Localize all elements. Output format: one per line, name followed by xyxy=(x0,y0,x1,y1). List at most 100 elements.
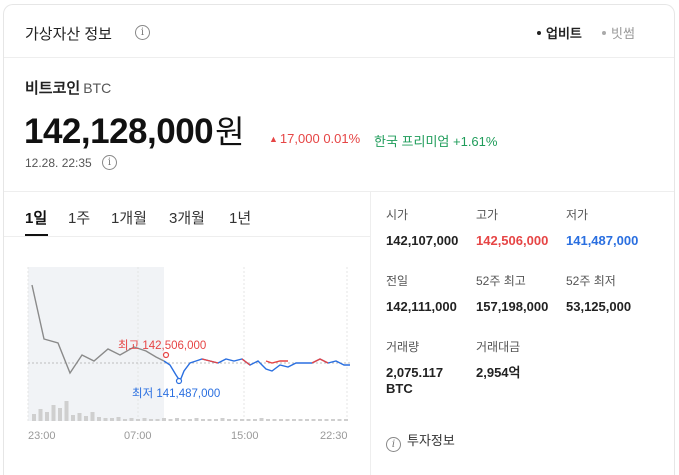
volume-bar xyxy=(298,419,303,421)
volume-bar xyxy=(155,419,160,421)
volume-bar xyxy=(214,419,218,421)
price-line-up-segment xyxy=(201,358,219,364)
tab-1month[interactable]: 1개월 xyxy=(111,210,147,227)
price-unit: 원 xyxy=(215,114,245,150)
stat-prev-close: 전일 142,111,000 xyxy=(386,274,457,314)
volume-bar xyxy=(292,419,296,421)
crypto-info-card: 가상자산 정보 i 업비트 빗썸 비트코인 BTC 142,128,000원 ▲ 1… xyxy=(3,4,675,475)
volume-bar xyxy=(71,415,75,421)
low-marker xyxy=(175,377,183,385)
volume-bars xyxy=(32,401,348,421)
volume-bar xyxy=(279,419,283,421)
volume-bar xyxy=(285,419,290,421)
volume-bar xyxy=(90,412,95,421)
volume-bar xyxy=(97,417,101,421)
stat-volume: 거래량 2,075.117 BTC xyxy=(386,340,444,396)
tab-1year[interactable]: 1년 xyxy=(229,210,252,227)
volume-bar xyxy=(227,419,231,421)
volume-bar xyxy=(51,405,56,421)
volume-bar xyxy=(181,419,186,421)
volume-bar xyxy=(311,419,316,421)
stat-trade-amount: 거래대금 2,954억 xyxy=(476,340,521,380)
stat-52w-high: 52주 최고 157,198,000 xyxy=(476,274,549,314)
volume-bar xyxy=(136,419,140,421)
current-price-line xyxy=(163,358,350,383)
volume-bar xyxy=(233,419,238,421)
volume-bar xyxy=(201,419,205,421)
volume-bar xyxy=(64,401,69,421)
volume-bar xyxy=(32,414,36,421)
stat-low: 저가 141,487,000 xyxy=(566,208,639,248)
volume-bar xyxy=(246,419,251,421)
volume-bar xyxy=(149,419,153,421)
volume-bar xyxy=(331,419,335,421)
tab-3month[interactable]: 3개월 xyxy=(169,210,205,227)
price-change: ▲ 17,000 0.01% xyxy=(269,131,361,146)
unselected-dot-icon xyxy=(602,30,606,35)
previous-price-line xyxy=(31,284,165,375)
volume-bar xyxy=(259,418,264,421)
volume-bar xyxy=(266,419,270,421)
volume-bar xyxy=(168,419,173,421)
previous-session-shade xyxy=(28,267,164,421)
high-label: 최고 142,506,000 xyxy=(118,339,206,352)
source-upbit-tab[interactable]: 업비트 xyxy=(537,23,582,42)
active-tab-indicator xyxy=(25,234,48,236)
volume-bar xyxy=(45,412,49,421)
volume-bar xyxy=(318,419,322,421)
volume-bar xyxy=(272,419,277,421)
info-icon: i xyxy=(386,437,401,452)
volume-bar xyxy=(58,408,62,421)
volume-bar xyxy=(194,418,199,421)
current-price: 142,128,000원 xyxy=(24,112,245,151)
volume-bar xyxy=(123,419,127,421)
price-chart[interactable]: 최고 142,506,000 최저 141,487,000 23:00 07:0… xyxy=(4,237,370,447)
volume-bar xyxy=(344,419,348,421)
volume-bar xyxy=(116,417,121,421)
volume-bar xyxy=(305,419,309,421)
volume-bar xyxy=(240,419,244,421)
invest-info-link[interactable]: i 투자정보 xyxy=(386,430,455,452)
volume-bar xyxy=(188,419,192,421)
selected-dot-icon xyxy=(537,30,541,35)
x-tick-label: 07:00 xyxy=(124,430,152,442)
volume-bar xyxy=(253,419,257,421)
tab-1week[interactable]: 1주 xyxy=(68,210,91,227)
stat-high: 고가 142,506,000 xyxy=(476,208,549,248)
volume-bar xyxy=(142,418,147,421)
volume-bar xyxy=(77,413,82,421)
column-divider xyxy=(370,191,371,475)
volume-bar xyxy=(110,418,114,421)
low-label: 최저 141,487,000 xyxy=(132,387,220,400)
x-tick-label: 23:00 xyxy=(28,430,56,442)
coin-symbol: BTC xyxy=(83,80,112,96)
tabs-divider xyxy=(4,236,370,237)
price-line-up-segment xyxy=(311,358,329,364)
volume-bar xyxy=(175,418,179,421)
volume-bar xyxy=(103,418,108,421)
coin-name: 비트코인 BTC xyxy=(25,80,112,97)
x-tick-label: 22:30 xyxy=(320,430,348,442)
volume-bar xyxy=(337,419,342,421)
x-tick-label: 15:00 xyxy=(231,430,259,442)
card-header: 가상자산 정보 i 업비트 빗썸 xyxy=(4,5,674,58)
volume-bar xyxy=(162,418,166,421)
volume-bar xyxy=(207,419,212,421)
price-timestamp: 12.28. 22:35 xyxy=(25,156,92,170)
volume-bar xyxy=(38,409,43,421)
stat-52w-low: 52주 최저 53,125,000 xyxy=(566,274,632,314)
price-line-up-segment xyxy=(265,360,288,364)
high-marker xyxy=(162,351,170,359)
price-line-up-segment xyxy=(241,358,251,366)
tab-1day[interactable]: 1일 xyxy=(25,210,48,227)
info-icon[interactable]: i xyxy=(135,25,150,40)
card-title: 가상자산 정보 xyxy=(25,26,112,43)
volume-bar xyxy=(324,419,329,421)
volume-bar xyxy=(220,418,225,421)
section-divider xyxy=(4,191,674,192)
timestamp-info-icon[interactable]: i xyxy=(102,155,117,170)
stat-open: 시가 142,107,000 xyxy=(386,208,459,248)
source-bithumb-tab[interactable]: 빗썸 xyxy=(602,23,635,42)
korea-premium: 한국 프리미엄 +1.61% xyxy=(374,134,498,149)
up-triangle-icon: ▲ xyxy=(269,134,278,144)
